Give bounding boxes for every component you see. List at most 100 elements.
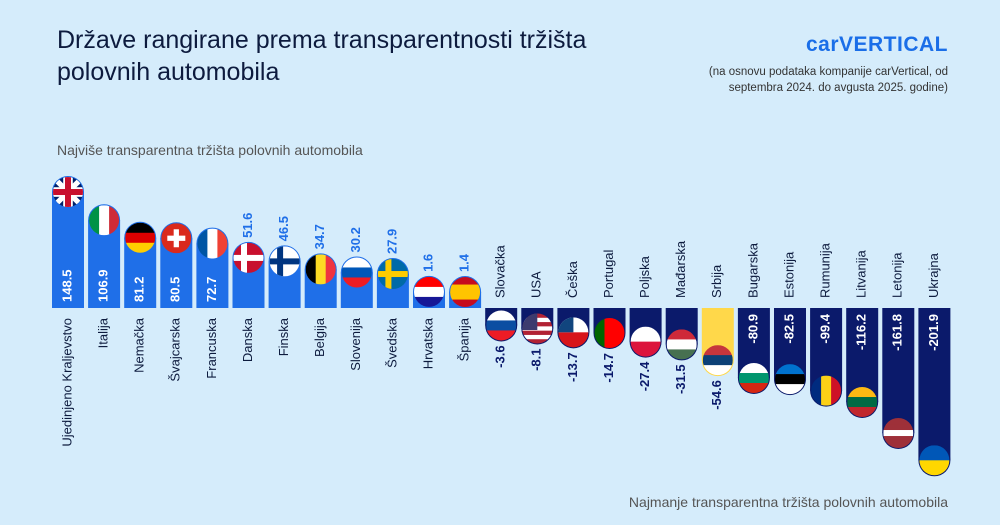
flag-stripe	[666, 339, 697, 350]
category-label: Češka	[565, 260, 580, 298]
flag-cross	[167, 235, 186, 241]
flag-cross	[269, 258, 300, 265]
flag	[125, 222, 156, 253]
category-label: Srbija	[709, 264, 724, 298]
category-label: Hrvatska	[420, 317, 435, 369]
flag	[919, 445, 950, 476]
flag	[414, 276, 444, 307]
source-note: (na osnovu podataka kompanije carVertica…	[708, 66, 948, 94]
flag-stripe	[486, 320, 517, 331]
flag-stripe	[919, 445, 950, 461]
value-label: 51.6	[240, 213, 255, 238]
category-label: Španija	[457, 317, 472, 361]
value-label: 148.5	[59, 269, 74, 302]
flag-stripe	[847, 387, 878, 398]
flag	[702, 345, 733, 376]
flag	[269, 246, 300, 277]
flag-stripe	[775, 374, 805, 385]
flag	[811, 375, 842, 406]
flag-stripe	[630, 341, 661, 357]
value-label: -54.6	[709, 380, 724, 410]
category-label: Litvanija	[854, 250, 869, 298]
flag-stripe	[702, 345, 733, 356]
flag-stripe	[811, 375, 822, 406]
flag	[775, 364, 805, 395]
flag-stripe	[847, 407, 878, 418]
flag-stripe	[775, 364, 805, 375]
flag-stripe	[450, 299, 481, 308]
flag-stripe	[883, 436, 914, 443]
category-label: Ujedinjeno Kraljevstvo	[59, 318, 74, 447]
flag-stripe	[305, 254, 317, 285]
value-label: -14.7	[601, 353, 616, 383]
value-label: 27.9	[384, 229, 399, 254]
flag-stripe	[522, 334, 553, 340]
value-label: 106.9	[96, 269, 111, 302]
flag-stripe	[341, 277, 372, 288]
flag-stripe	[414, 286, 444, 298]
flag-stripe	[883, 424, 914, 431]
flag-stripe	[738, 383, 769, 394]
flag-stripe	[325, 254, 336, 285]
flag-stripe	[604, 317, 615, 348]
category-label: Italija	[96, 317, 111, 348]
value-label: -99.4	[818, 313, 833, 343]
category-label: Slovačka	[493, 244, 508, 298]
flag-stripe	[89, 205, 100, 236]
flag-stripe	[207, 228, 218, 259]
flag-stripe	[738, 373, 769, 384]
flag-stripe	[919, 460, 950, 476]
bottom-label: Najmanje transparentna tržišta polovnih …	[628, 494, 948, 510]
flag-stripe	[666, 329, 697, 340]
value-label: -31.5	[673, 364, 688, 394]
flag	[666, 329, 697, 360]
value-label: 34.7	[312, 224, 327, 249]
flag-stripe	[831, 375, 842, 406]
bar	[882, 308, 915, 434]
flag-stripe	[197, 228, 208, 259]
value-label: -201.9	[926, 314, 941, 351]
value-label: -27.4	[637, 361, 652, 391]
category-label: Portugal	[601, 249, 616, 298]
category-label: Ukrajna	[926, 252, 941, 298]
value-label: 81.2	[132, 277, 147, 302]
flag-stripe	[630, 326, 661, 343]
value-label: -13.7	[565, 352, 580, 382]
flag-stripe	[558, 332, 589, 348]
bar	[918, 308, 951, 461]
flag-stripe	[414, 296, 444, 307]
flag	[89, 205, 120, 236]
category-label: Francuska	[204, 317, 219, 378]
category-label: Nemačka	[132, 317, 147, 373]
value-label: -80.9	[745, 314, 760, 344]
category-label: Belgija	[312, 317, 327, 357]
category-label: Bugarska	[745, 242, 760, 298]
logo: carVERTICAL	[805, 33, 948, 56]
value-label: -3.6	[493, 345, 508, 367]
value-label: 1.4	[457, 253, 472, 272]
category-label: Letonija	[890, 252, 905, 298]
flag-stripe	[125, 232, 156, 244]
category-label: Švedska	[384, 317, 399, 368]
flag-stripe	[883, 430, 914, 437]
flag-stripe	[450, 284, 481, 293]
flag-stripe	[109, 205, 120, 236]
flag	[738, 363, 769, 394]
category-label: Danska	[240, 317, 255, 362]
category-label: Finska	[276, 317, 291, 356]
flag	[486, 310, 517, 341]
flag-stripe	[775, 384, 805, 395]
flag-stripe	[522, 339, 553, 344]
flag-stripe	[450, 292, 481, 301]
flag-stripe	[414, 276, 444, 288]
flag-stripe	[702, 365, 733, 376]
top-label: Najviše transparentna tržišta polovnih a…	[57, 142, 363, 158]
category-label: Mađarska	[673, 240, 688, 298]
flag	[594, 317, 625, 348]
value-label: -82.5	[781, 314, 796, 344]
value-label: 72.7	[204, 277, 219, 302]
flag-stripe	[821, 375, 832, 406]
flag-stripe	[522, 330, 553, 336]
value-label: 30.2	[348, 227, 363, 252]
flag	[630, 326, 661, 357]
